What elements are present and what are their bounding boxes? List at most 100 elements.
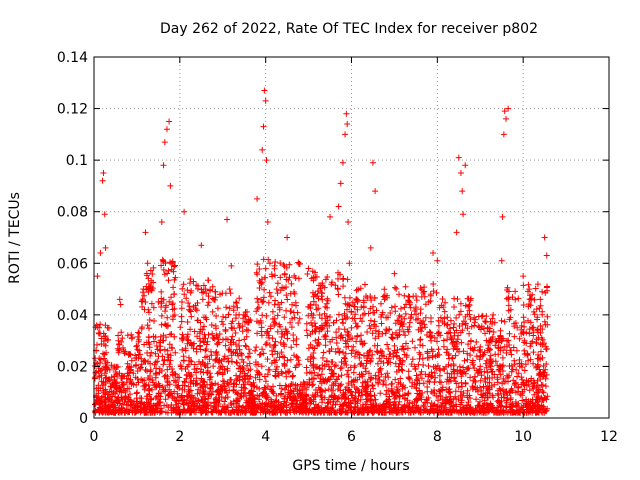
data-point (168, 260, 175, 267)
data-point (260, 123, 267, 130)
data-point (284, 234, 291, 241)
data-point (100, 170, 107, 177)
data-point (101, 211, 108, 218)
y-tick-label: 0.08 (57, 205, 88, 221)
y-tick-label: 0.04 (57, 308, 88, 324)
data-point (337, 180, 344, 187)
data-point (455, 154, 462, 161)
data-point (167, 182, 174, 189)
data-point (254, 195, 261, 202)
data-point (262, 97, 269, 104)
x-axis-label: GPS time / hours (292, 458, 409, 474)
data-point (457, 170, 464, 177)
data-point (166, 118, 173, 125)
data-point (202, 286, 209, 293)
data-point (241, 376, 248, 383)
data-point (161, 139, 168, 146)
data-point (116, 296, 123, 303)
data-point (367, 244, 374, 251)
data-point (412, 304, 419, 311)
data-point (391, 270, 398, 277)
data-point (425, 298, 432, 305)
y-tick-label: 0 (79, 411, 88, 427)
data-point (264, 219, 271, 226)
data-point (346, 260, 353, 267)
data-point (372, 188, 379, 195)
x-tick-label: 2 (175, 429, 184, 445)
data-point (181, 208, 188, 215)
data-point (541, 234, 548, 241)
data-point (160, 162, 167, 169)
dense-point-cloud (91, 256, 551, 416)
data-point (327, 213, 334, 220)
data-point (462, 162, 469, 169)
data-point (430, 249, 437, 256)
data-point (228, 262, 235, 269)
data-point (503, 115, 509, 122)
data-point (490, 311, 497, 318)
data-point (369, 159, 376, 166)
data-point (501, 108, 508, 115)
data-point (305, 265, 312, 272)
y-axis-label: ROTI / TECUs (7, 192, 23, 284)
data-point (263, 157, 270, 164)
chart-title: Day 262 of 2022, Rate Of TEC Index for r… (160, 21, 538, 37)
data-point (155, 298, 162, 305)
data-point (344, 121, 351, 128)
data-point (261, 87, 268, 94)
data-point (266, 260, 273, 267)
y-tick-label: 0.1 (66, 153, 88, 169)
y-tick-label: 0.06 (57, 256, 88, 272)
data-point (259, 146, 266, 153)
y-tick-label: 0.14 (57, 50, 88, 66)
data-point (459, 188, 466, 195)
x-tick-label: 6 (347, 429, 356, 445)
data-point (498, 257, 505, 264)
data-points (93, 87, 550, 401)
x-tick-label: 10 (514, 429, 532, 445)
data-point (258, 280, 265, 287)
data-point (163, 126, 170, 133)
data-point (500, 131, 507, 138)
x-tick-label: 8 (433, 429, 442, 445)
data-point (460, 211, 467, 218)
data-point (453, 229, 460, 236)
data-point (343, 110, 350, 117)
dense-scatter-points (91, 256, 551, 416)
data-point (146, 317, 153, 324)
data-point (543, 252, 550, 259)
data-point (144, 260, 151, 267)
data-point (198, 242, 205, 249)
data-point (96, 324, 103, 331)
x-tick-label: 4 (261, 429, 270, 445)
data-point (537, 296, 544, 303)
data-point (117, 301, 124, 308)
data-point (477, 363, 484, 370)
data-point (158, 219, 165, 226)
data-point (99, 177, 106, 184)
axis-ticks: 0 2 4 6 8 10 12 0 0.02 0.04 0.06 0.08 0.1 0.12 0.14 (57, 50, 618, 445)
data-point (339, 159, 346, 166)
data-point (288, 280, 295, 287)
data-point (342, 131, 349, 138)
data-point (140, 286, 147, 293)
data-point (335, 203, 342, 210)
data-point (112, 384, 119, 391)
data-point (142, 229, 149, 236)
y-tick-label: 0.12 (57, 102, 88, 118)
data-point (224, 216, 231, 223)
data-point (185, 337, 192, 344)
data-point (127, 376, 134, 383)
data-point (505, 105, 512, 112)
data-point (219, 363, 226, 370)
data-point (434, 257, 441, 264)
data-point (345, 219, 352, 226)
data-point (102, 244, 109, 251)
x-tick-label: 12 (600, 429, 618, 445)
data-point (133, 342, 140, 349)
y-tick-label: 0.02 (57, 359, 88, 375)
data-point (314, 342, 321, 349)
data-point (178, 298, 185, 305)
data-point (499, 213, 506, 220)
